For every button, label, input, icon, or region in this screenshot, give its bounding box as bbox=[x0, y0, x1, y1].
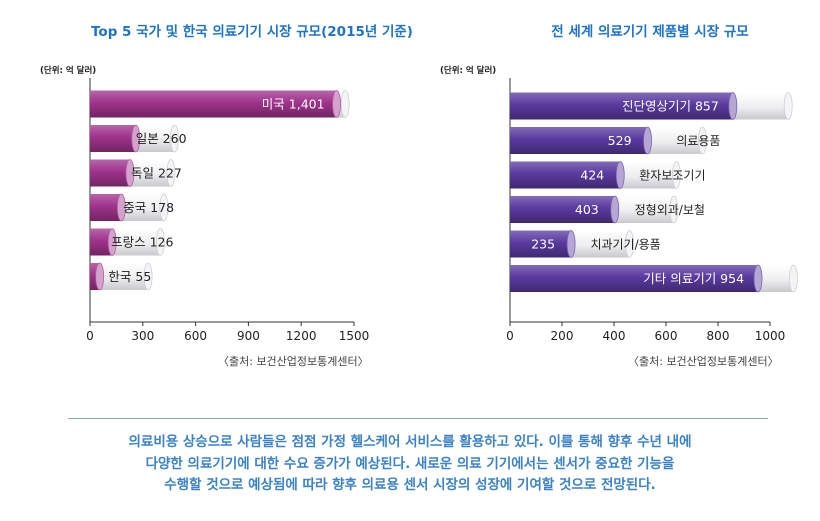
x-tick-label: 0 bbox=[506, 329, 514, 343]
category-label: 의료용품 bbox=[676, 134, 720, 148]
data-bar-cap bbox=[107, 228, 117, 256]
summary-paragraph: 의료비용 상승으로 사람들은 점점 가정 헬스케어 서비스를 활용하고 있다. … bbox=[40, 432, 780, 497]
bar-label: 일본 260 bbox=[136, 131, 187, 146]
summary-line: 수행할 것으로 예상됨에 따라 향후 의료용 센서 시장의 성장에 기여할 것으… bbox=[164, 477, 656, 493]
right-chart-source: 〈출처: 보건산업정보통계센터〉 bbox=[628, 355, 779, 368]
bar-label: 진단영상기기 857 bbox=[622, 99, 719, 114]
bar-label: 중국 178 bbox=[123, 200, 174, 215]
data-bar-cap bbox=[728, 92, 738, 120]
data-bar bbox=[90, 125, 136, 152]
bar-label: 독일 227 bbox=[131, 166, 182, 181]
right-chart-title: 전 세계 의료기기 제품별 시장 규모 bbox=[551, 24, 749, 40]
x-tick-label: 1500 bbox=[339, 329, 370, 343]
data-bar bbox=[510, 230, 572, 258]
x-tick-label: 600 bbox=[655, 329, 678, 343]
bar-shell-cap bbox=[783, 92, 793, 120]
bar-shell-cap bbox=[698, 126, 707, 155]
bar-label: 프랑스 126 bbox=[111, 235, 173, 250]
bar-shell-cap bbox=[155, 228, 165, 256]
right-chart-unit-label: (단위: 억 달러) bbox=[440, 66, 497, 76]
bar-label: 미국 1,401 bbox=[262, 97, 325, 112]
data-bar bbox=[510, 92, 733, 120]
x-tick-label: 900 bbox=[237, 329, 260, 343]
x-tick-label: 400 bbox=[603, 329, 626, 343]
data-bar bbox=[90, 159, 130, 187]
left-chart-source: 〈출처: 보건산업정보통계센터〉 bbox=[218, 355, 369, 368]
left-chart-title: Top 5 국가 및 한국 의료기기 시장 규모(2015년 기준) bbox=[91, 24, 413, 40]
bar-label: 424 bbox=[580, 168, 604, 183]
data-bar bbox=[90, 194, 122, 221]
x-tick-label: 800 bbox=[707, 329, 730, 343]
data-bar-cap bbox=[615, 161, 625, 189]
data-bar-cap bbox=[116, 193, 126, 222]
bar-shell-cap bbox=[159, 193, 169, 222]
data-bar bbox=[510, 265, 759, 292]
data-bar-cap bbox=[125, 159, 135, 187]
bar-label: 기타 의료기기 954 bbox=[643, 271, 744, 286]
bar-label: 403 bbox=[575, 202, 599, 217]
data-bar bbox=[90, 228, 113, 256]
data-bar-cap bbox=[332, 90, 341, 118]
left-chart-unit-label: (단위: 억 달러) bbox=[40, 66, 97, 76]
bar-shell-cap bbox=[669, 195, 679, 224]
bar-shell-cap bbox=[143, 262, 153, 291]
bar-shell-cap bbox=[340, 90, 350, 118]
x-tick-label: 0 bbox=[86, 329, 94, 343]
data-bar bbox=[510, 196, 615, 223]
data-bar bbox=[510, 127, 648, 154]
category-label: 환자보조기기 bbox=[639, 169, 705, 183]
section-divider bbox=[68, 418, 768, 419]
bar-shell-cap bbox=[625, 230, 634, 258]
data-bar bbox=[90, 90, 337, 118]
bar-label: 529 bbox=[608, 133, 632, 148]
data-bar-cap bbox=[131, 124, 141, 153]
data-bar-cap bbox=[95, 262, 105, 291]
summary-line: 의료비용 상승으로 사람들은 점점 가정 헬스케어 서비스를 활용하고 있다. … bbox=[128, 434, 692, 450]
x-tick-label: 300 bbox=[131, 329, 154, 343]
data-bar bbox=[90, 263, 100, 290]
bar-label: 235 bbox=[531, 237, 555, 252]
data-bar-cap bbox=[610, 195, 620, 224]
data-bar bbox=[510, 161, 621, 189]
bar-shell-cap bbox=[166, 159, 176, 187]
data-bar-cap bbox=[643, 126, 652, 155]
category-label: 치과기기/용품 bbox=[590, 238, 660, 252]
bar-shell-cap bbox=[789, 264, 798, 293]
category-label: 정형외과/보철 bbox=[635, 203, 705, 217]
bar-shell-cap bbox=[672, 161, 681, 189]
x-tick-label: 600 bbox=[184, 329, 207, 343]
bar-label: 한국 55 bbox=[108, 269, 151, 284]
x-tick-label: 1200 bbox=[286, 329, 317, 343]
data-bar-cap bbox=[753, 264, 763, 293]
x-tick-label: 200 bbox=[551, 329, 574, 343]
data-bar-cap bbox=[566, 230, 576, 258]
x-tick-label: 1000 bbox=[755, 329, 786, 343]
bar-shell-cap bbox=[170, 124, 179, 153]
summary-line: 다양한 의료기기에 대한 수요 증가가 예상된다. 새로운 의료 기기에서는 센… bbox=[145, 455, 675, 472]
